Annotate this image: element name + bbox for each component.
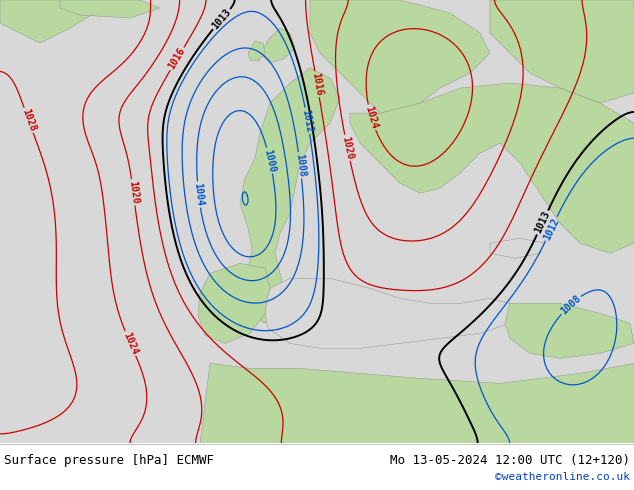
Polygon shape <box>240 68 340 323</box>
Text: 1024: 1024 <box>363 105 379 130</box>
Polygon shape <box>490 238 545 258</box>
Text: 1000: 1000 <box>262 148 277 173</box>
Text: 1012: 1012 <box>542 216 561 242</box>
Text: 1008: 1008 <box>559 293 583 317</box>
Text: Surface pressure [hPa] ECMWF: Surface pressure [hPa] ECMWF <box>4 454 214 467</box>
Polygon shape <box>260 28 295 63</box>
Polygon shape <box>310 0 490 118</box>
Text: 1013: 1013 <box>533 210 552 235</box>
Polygon shape <box>350 83 634 253</box>
Polygon shape <box>200 364 634 443</box>
Text: 1012: 1012 <box>301 108 314 133</box>
Polygon shape <box>490 0 634 103</box>
Text: Mo 13-05-2024 12:00 UTC (12+120): Mo 13-05-2024 12:00 UTC (12+120) <box>390 454 630 467</box>
Text: 1004: 1004 <box>192 182 205 207</box>
Text: 1016: 1016 <box>310 72 324 97</box>
Text: 1013: 1013 <box>210 7 233 31</box>
Polygon shape <box>0 0 95 43</box>
Polygon shape <box>505 303 634 358</box>
Text: 1016: 1016 <box>167 46 188 72</box>
Text: 1020: 1020 <box>127 180 139 205</box>
Text: 1020: 1020 <box>340 135 354 160</box>
Text: 1024: 1024 <box>121 331 139 356</box>
Text: ©weatheronline.co.uk: ©weatheronline.co.uk <box>495 472 630 482</box>
Polygon shape <box>60 0 160 18</box>
Text: 1008: 1008 <box>294 153 306 177</box>
Polygon shape <box>265 278 510 348</box>
Polygon shape <box>198 263 270 343</box>
Polygon shape <box>248 41 265 61</box>
Text: 1028: 1028 <box>20 107 37 133</box>
